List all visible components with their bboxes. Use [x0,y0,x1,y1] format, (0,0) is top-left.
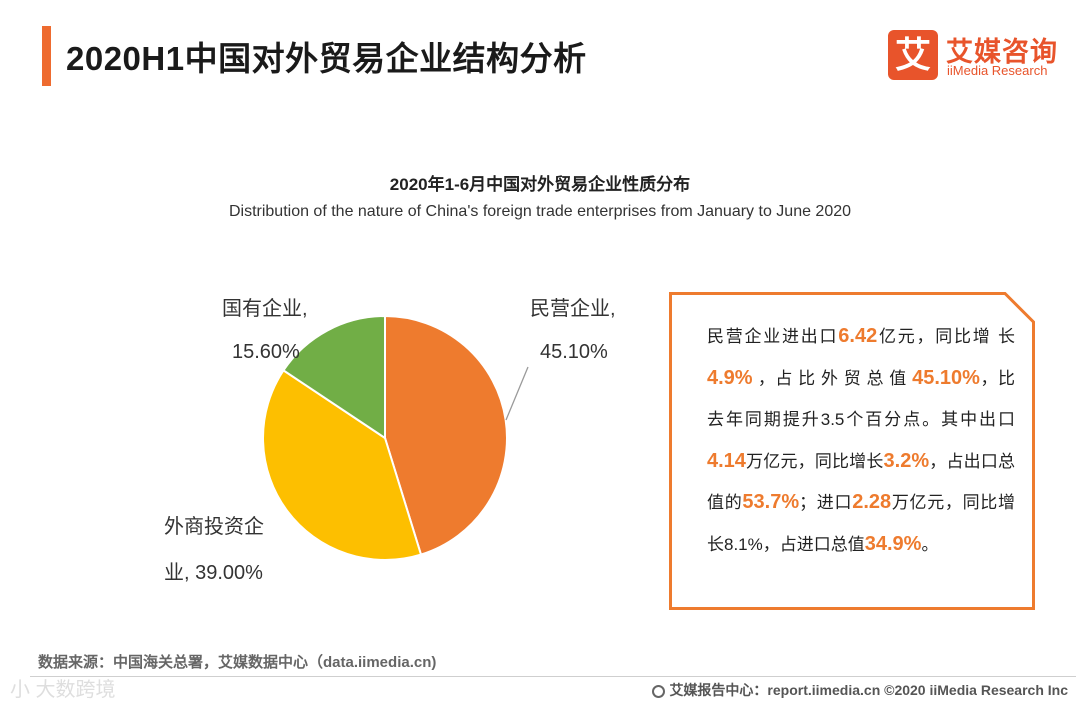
data-source: 数据来源：中国海关总署，艾媒数据中心（data.iimedia.cn) [38,654,437,671]
leader-line [505,366,529,421]
pie-slice-foreign [262,368,423,561]
footer-divider [30,676,1076,677]
globe-icon [652,685,666,698]
title-accent-bar [42,26,51,86]
report-center-text: 艾媒报告中心：report.iimedia.cn ©2020 iiMedia R… [669,682,1068,698]
slice-label-foreign: 外商投资企 [164,516,264,538]
slice-label-state: 国有企业, [222,298,308,320]
summary-callout: 民营企业进出口6.42亿元，同比增 长 4.9% ，占 比 外 贸 总 值 45… [669,292,1035,610]
summary-text-segment: 民营企业进出口 [707,327,839,346]
highlight-figure: 34.9% [864,532,922,555]
slice-value-foreign: 业, 39.00% [164,562,263,584]
highlight-figure: 4.9% [707,366,753,389]
highlight-figure: 45.10% [912,366,980,389]
logo-chinese-name: 艾媒咨询 [946,37,1058,67]
slice-value-state: 15.60% [232,341,300,363]
highlight-figure: 53.7% [742,491,800,513]
summary-text-segment: 万亿元，同比增长 [745,451,884,471]
watermark: 小 大数跨境 [10,679,116,701]
slice-value-private: 45.10% [540,341,608,363]
logo-mark-icon: 艾 [888,30,938,80]
summary-text-segment: ，比去年同期提升3.5个百分点。其中出口 [707,368,1015,430]
highlight-figure: 3.2% [883,449,930,472]
pie-slice-state [282,314,386,440]
highlight-figure: 2.28 [852,491,892,513]
chart-subtitle: Distribution of the nature of China's fo… [228,203,852,220]
chart-title: 2020年1-6月中国对外贸易企业性质分布 [389,175,691,194]
callout-frame [669,292,1035,610]
summary-text-segment: ，占 比 外 贸 总 值 [752,368,913,388]
summary-text-segment: 万亿元，同比增长8.1%，占进口总值 [707,493,1016,554]
highlight-figure: 6.42 [838,325,878,347]
logo-english-name: iiMedia Research [947,63,1048,78]
slice-label-private: 民营企业, [530,298,616,320]
summary-text-segment: ，占出口总值的 [707,451,1016,513]
summary-text-segment: ；进口 [799,493,853,512]
brand-logo[interactable]: 艾 艾媒咨询 iiMedia Research [888,30,1063,84]
page-title: 2020H1中国对外贸易企业结构分析 [66,40,587,77]
summary-text-segment: 亿元，同比增 长 [877,327,1015,346]
summary-text: 民营企业进出口6.42亿元，同比增 长 4.9% ，占 比 外 贸 总 值 45… [707,316,1015,565]
highlight-figure: 4.14 [707,449,746,472]
summary-text-segment: 。 [921,534,939,554]
report-center-link[interactable]: 艾媒报告中心：report.iimedia.cn ©2020 iiMedia R… [652,680,1068,700]
